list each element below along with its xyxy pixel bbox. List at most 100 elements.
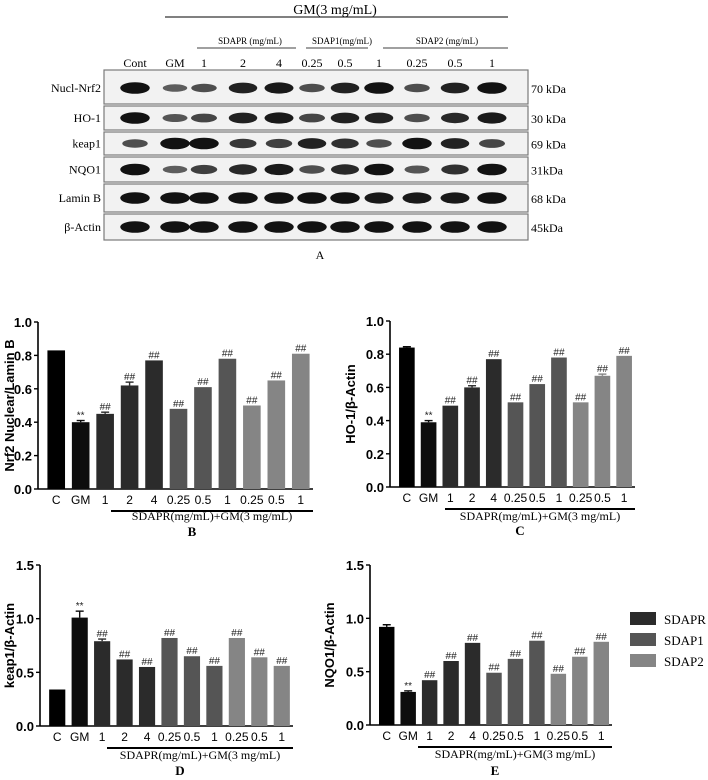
protein-band (297, 221, 327, 233)
molecular-weight-label: 31kDa (531, 164, 564, 178)
x-tick-label: 0.5 (594, 491, 611, 505)
significance-marker: ## (222, 349, 234, 360)
legend: SDAPR SDAP1 SDAP2 (630, 612, 706, 669)
protein-band (364, 163, 394, 176)
bar (161, 637, 178, 726)
bar (71, 422, 90, 489)
protein-band (229, 138, 257, 149)
significance-marker: ## (209, 656, 221, 667)
x-tick-label: 1 (102, 493, 109, 507)
legend-swatch (630, 612, 656, 625)
protein-label: NQO1 (69, 163, 101, 177)
protein-band (120, 163, 150, 176)
bar (71, 617, 88, 726)
significance-marker: ## (97, 629, 109, 640)
bar (443, 661, 459, 725)
protein-band (479, 139, 505, 148)
bar (616, 355, 632, 487)
y-tick-label: 0.2 (366, 447, 384, 462)
x-tick-label: 1 (224, 493, 231, 507)
x-tick-label: 1 (598, 729, 605, 743)
molecular-weight-label: 45kDa (531, 221, 564, 235)
bar (218, 358, 237, 489)
protein-band (162, 165, 188, 174)
x-tick-label: 4 (151, 493, 158, 507)
panel-label-a: A (316, 248, 325, 262)
bar (120, 385, 139, 489)
protein-label: keap1 (72, 137, 101, 151)
bar (400, 691, 416, 725)
y-tick-label: 0.8 (366, 347, 384, 362)
significance-marker: ## (148, 350, 160, 361)
x-tick-label: 0.25 (547, 729, 571, 743)
x-axis-title: SDAPR(mg/mL)+GM(3 mg/mL) (435, 747, 595, 761)
x-tick-label: 1 (447, 491, 454, 505)
y-tick-label: 0.2 (14, 449, 32, 464)
significance-marker: ## (510, 392, 522, 403)
protein-band (441, 112, 469, 124)
x-axis-title: SDAPR(mg/mL)+GM(3 mg/mL) (120, 748, 280, 762)
protein-band (265, 138, 293, 149)
significance-marker: ## (100, 402, 112, 413)
significance-marker: ** (77, 411, 85, 422)
significance-marker: ## (246, 396, 258, 407)
protein-band (330, 112, 360, 124)
lane-label: 0.25 (302, 56, 323, 70)
protein-band (229, 164, 257, 175)
significance-marker: ## (141, 657, 153, 668)
x-tick-label: 0.5 (529, 491, 546, 505)
bar (464, 642, 481, 725)
protein-band (364, 112, 394, 124)
x-tick-label: 0.25 (240, 493, 264, 507)
bar (145, 360, 163, 489)
protein-band (330, 192, 360, 204)
y-tick-label: 1.0 (346, 611, 364, 626)
protein-band (404, 165, 430, 174)
group-label: SDAP1(mg/mL) (312, 36, 372, 46)
x-tick-label: C (382, 729, 391, 743)
bar (49, 689, 66, 726)
protein-band (120, 82, 150, 94)
lane-label: Cont (123, 56, 147, 70)
bar (96, 413, 114, 489)
significance-marker: ## (574, 647, 586, 658)
bar (194, 387, 212, 489)
x-tick-label: 0.25 (482, 729, 506, 743)
x-tick-label: 0.25 (569, 491, 593, 505)
protein-band (440, 138, 470, 149)
x-tick-label: 0.5 (507, 729, 524, 743)
bar (228, 637, 245, 726)
protein-band (228, 112, 258, 124)
protein-band (228, 221, 258, 233)
significance-marker: ## (467, 633, 479, 644)
x-tick-label: 1 (211, 730, 218, 744)
protein-band (122, 139, 148, 148)
x-tick-label: 0.25 (158, 730, 182, 744)
bar (169, 408, 188, 489)
y-axis-title: Nrf2 Nuclear/Lamin B (2, 339, 17, 471)
lane-label: 1 (201, 56, 207, 70)
x-tick-label: 1 (534, 729, 541, 743)
protein-band (264, 221, 294, 233)
significance-marker: ## (276, 656, 288, 667)
x-tick-label: 0.5 (571, 729, 588, 743)
significance-marker: ## (254, 647, 266, 658)
protein-band (299, 83, 325, 93)
y-tick-label: 0.4 (14, 415, 33, 430)
bar (421, 680, 438, 725)
x-tick-label: 0.25 (225, 730, 249, 744)
y-tick-label: 1.0 (366, 314, 384, 329)
bar (529, 384, 546, 487)
protein-band (162, 84, 188, 92)
significance-marker: ## (466, 376, 478, 387)
protein-band (477, 82, 507, 94)
significance-marker: ## (575, 392, 587, 403)
significance-marker: ** (404, 681, 412, 692)
protein-band (477, 112, 507, 124)
x-tick-label: 4 (144, 730, 151, 744)
x-tick-label: 1 (556, 491, 563, 505)
bar (593, 641, 609, 725)
significance-marker: ## (173, 399, 185, 410)
significance-marker: ## (124, 372, 136, 383)
protein-band (364, 221, 394, 233)
